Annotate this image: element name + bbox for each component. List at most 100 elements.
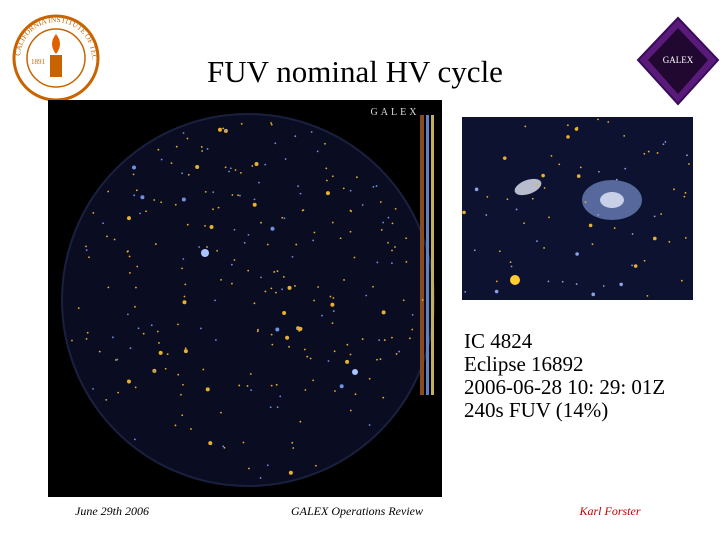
star — [387, 216, 390, 219]
star — [222, 127, 225, 130]
star — [107, 286, 110, 289]
star — [220, 411, 222, 414]
star — [349, 209, 352, 212]
star — [380, 228, 383, 231]
star — [486, 195, 489, 198]
star — [662, 143, 665, 146]
star — [142, 332, 145, 335]
star — [77, 307, 80, 310]
star — [164, 367, 167, 370]
star — [298, 330, 301, 332]
star — [264, 290, 267, 293]
star — [411, 328, 414, 331]
star — [312, 239, 315, 242]
star — [206, 246, 208, 248]
star — [230, 263, 233, 266]
star — [349, 230, 352, 233]
star — [190, 428, 192, 430]
star — [243, 241, 246, 244]
star — [664, 140, 667, 143]
star — [282, 310, 287, 315]
star — [334, 390, 336, 392]
star — [275, 327, 280, 332]
galex-logo-text: GALEX — [663, 55, 694, 65]
star — [174, 424, 177, 427]
star — [281, 216, 284, 219]
star — [597, 118, 599, 121]
star — [547, 280, 550, 283]
star — [266, 243, 269, 246]
star — [683, 195, 686, 198]
star — [317, 286, 319, 288]
star — [128, 255, 131, 258]
star — [349, 353, 352, 356]
star — [85, 245, 87, 248]
star — [381, 310, 386, 315]
star — [598, 170, 600, 173]
star — [229, 167, 232, 170]
star — [615, 178, 618, 181]
star — [394, 208, 397, 210]
star — [212, 208, 214, 211]
star — [98, 350, 101, 353]
star — [365, 294, 368, 297]
star — [536, 183, 539, 186]
star — [383, 339, 386, 341]
star — [375, 185, 378, 187]
star — [224, 129, 227, 132]
star — [240, 171, 242, 174]
star — [498, 250, 501, 253]
star — [531, 197, 534, 200]
star — [71, 339, 73, 342]
star — [231, 194, 234, 196]
star — [275, 383, 278, 386]
star — [602, 285, 605, 287]
star — [588, 223, 593, 228]
star — [160, 158, 163, 161]
star — [680, 279, 683, 282]
star — [361, 338, 364, 340]
star — [524, 125, 527, 128]
star — [274, 142, 277, 145]
star — [558, 163, 561, 166]
star — [182, 383, 184, 386]
star — [688, 163, 690, 165]
star — [333, 350, 336, 353]
star — [238, 384, 241, 387]
star — [330, 302, 335, 307]
star — [247, 233, 250, 236]
logo-year: 1891 — [31, 58, 46, 66]
star — [352, 369, 358, 375]
star — [543, 187, 546, 189]
footer-date: June 29th 2006 — [75, 504, 149, 518]
star — [139, 212, 141, 215]
star — [643, 259, 646, 262]
star — [686, 154, 688, 157]
star — [183, 349, 188, 354]
star — [153, 199, 156, 201]
star — [214, 299, 216, 302]
star — [299, 192, 302, 195]
star — [129, 272, 131, 274]
star — [266, 464, 269, 467]
star — [324, 142, 326, 145]
star — [88, 256, 90, 259]
star — [257, 328, 259, 331]
star — [112, 336, 114, 339]
star — [246, 385, 249, 387]
star — [543, 247, 545, 249]
star — [233, 259, 236, 261]
star — [566, 124, 569, 127]
star — [395, 353, 398, 355]
star — [240, 122, 243, 125]
star — [135, 189, 138, 192]
star — [684, 191, 687, 194]
star — [579, 166, 582, 169]
star — [325, 191, 330, 196]
galex-logo: GALEX — [636, 16, 720, 106]
star — [181, 414, 184, 417]
star — [372, 285, 374, 288]
star — [270, 384, 273, 387]
